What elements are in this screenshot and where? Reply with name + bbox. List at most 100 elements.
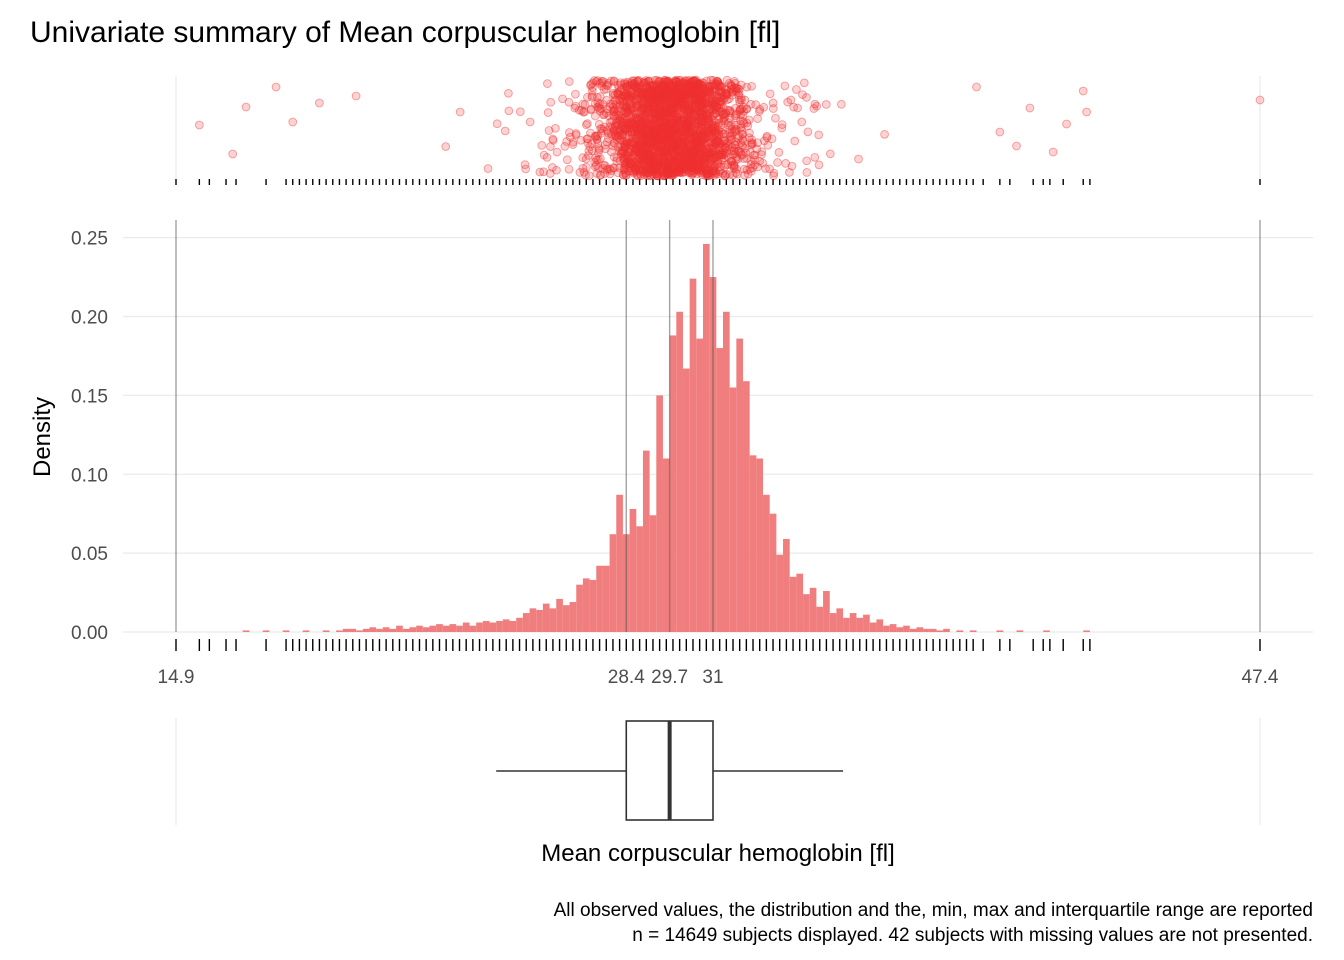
jitter-point — [676, 115, 686, 125]
jitter-point — [652, 76, 662, 85]
jitter-point — [578, 153, 588, 162]
jitter-point — [696, 109, 706, 119]
jitter-point — [721, 85, 731, 94]
jitter-point — [546, 97, 556, 107]
jitter-point — [654, 111, 663, 121]
jitter-point — [769, 168, 779, 178]
jitter-point — [689, 157, 698, 167]
jitter-point — [640, 132, 650, 141]
jitter-point — [639, 159, 649, 169]
jitter-point — [635, 129, 645, 139]
jitter-point — [671, 167, 681, 176]
jitter-point — [639, 118, 649, 128]
jitter-point — [627, 163, 637, 173]
jitter-point — [623, 91, 633, 100]
histogram-bar — [596, 565, 603, 632]
jitter-point — [620, 152, 630, 162]
jitter-point — [738, 134, 748, 144]
histogram-bar — [509, 620, 517, 632]
jitter-point — [669, 127, 679, 136]
jitter-point — [665, 131, 675, 141]
jitter-point — [651, 80, 661, 89]
jitter-point — [714, 146, 724, 156]
jitter-point — [638, 157, 648, 167]
jitter-point — [651, 130, 661, 140]
jitter-point — [673, 112, 683, 122]
jitter-point — [615, 78, 625, 88]
caption-line-1: All observed values, the distribution an… — [554, 900, 1313, 921]
jitter-point — [674, 82, 683, 91]
jitter-point — [747, 139, 757, 149]
jitter-point — [665, 132, 675, 142]
jitter-point — [709, 104, 718, 114]
histogram-bar — [476, 622, 483, 632]
jitter-point — [700, 86, 710, 96]
histogram-bar — [1083, 630, 1090, 632]
jitter-point — [638, 146, 647, 156]
jitter-point — [694, 116, 704, 126]
jitter-point — [708, 105, 717, 115]
histogram-bar — [362, 628, 370, 632]
jitter-point — [714, 156, 723, 166]
histogram-bar — [522, 613, 530, 632]
jitter-point — [648, 108, 658, 118]
jitter-point — [659, 94, 668, 103]
jitter-point — [673, 112, 682, 122]
jitter-point — [679, 127, 689, 137]
jitter-point — [710, 128, 720, 138]
jitter-point — [698, 118, 708, 128]
jitter-point — [696, 152, 706, 161]
jitter-point — [618, 97, 627, 107]
jitter-point — [810, 153, 820, 162]
jitter-point — [648, 104, 658, 114]
jitter-point — [676, 151, 685, 161]
jitter-point — [714, 129, 724, 139]
jitter-points-panel — [175, 75, 1265, 185]
jitter-point — [700, 84, 710, 94]
histogram-bar — [462, 622, 470, 632]
histogram-bar — [889, 624, 897, 632]
jitter-point — [677, 105, 687, 115]
jitter-point — [594, 163, 603, 173]
jitter-point — [1078, 86, 1088, 96]
y-axis-title: Density — [29, 397, 56, 477]
jitter-point — [680, 144, 690, 154]
jitter-point — [634, 126, 644, 136]
jitter-point — [1255, 95, 1265, 105]
jitter-point — [675, 88, 685, 97]
jitter-point — [641, 131, 651, 141]
jitter-point — [641, 164, 651, 174]
jitter-point — [704, 89, 714, 99]
jitter-point — [629, 81, 639, 91]
jitter-point — [701, 171, 710, 180]
histogram-bar — [883, 625, 890, 632]
jitter-point — [697, 96, 707, 106]
jitter-point — [682, 84, 691, 94]
jitter-point — [668, 104, 678, 114]
jitter-point — [689, 81, 698, 90]
jitter-point — [687, 109, 696, 119]
jitter-point — [648, 114, 658, 124]
jitter-point — [699, 107, 709, 117]
histogram-bar — [856, 617, 864, 632]
jitter-point — [753, 114, 762, 123]
jitter-point — [662, 168, 671, 178]
jitter-point — [668, 91, 677, 101]
jitter-point — [725, 132, 735, 142]
jitter-point — [809, 104, 819, 113]
jitter-point — [632, 122, 642, 132]
jitter-point — [441, 142, 451, 151]
y-tick-label: 0.05 — [71, 544, 108, 565]
jitter-point — [660, 88, 670, 98]
jitter-point — [799, 78, 809, 88]
jitter-point — [714, 114, 724, 124]
histogram-bar — [776, 554, 784, 632]
jitter-point — [660, 75, 669, 85]
jitter-point — [675, 103, 685, 113]
jitter-point — [661, 120, 671, 130]
jitter-point — [671, 122, 681, 132]
jitter-point — [609, 107, 618, 116]
jitter-point — [669, 140, 679, 150]
jitter-point — [582, 162, 591, 172]
jitter-point — [695, 116, 704, 126]
